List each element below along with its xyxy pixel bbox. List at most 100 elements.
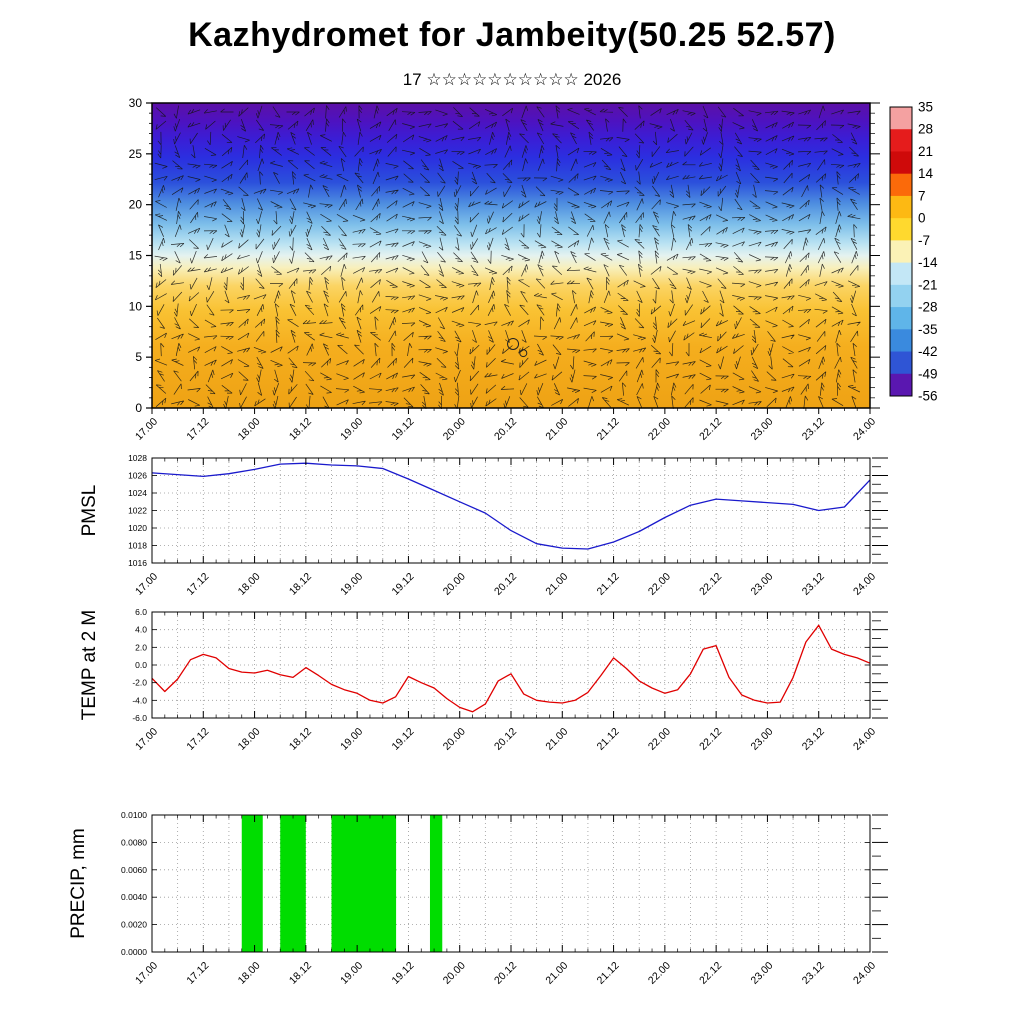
- time-tick-label: 23.12: [800, 571, 827, 598]
- time-tick-label: 22.00: [646, 960, 673, 987]
- y-tick-label: 1024: [128, 488, 147, 498]
- time-tick-label: 22.00: [646, 726, 673, 753]
- temp-line: [151, 624, 871, 713]
- y-tick-label: 1016: [128, 558, 147, 568]
- time-tick-label: 21.00: [543, 960, 570, 987]
- time-tick-label: 19.12: [389, 726, 416, 753]
- time-tick-label: 23.00: [748, 571, 775, 598]
- time-tick-label: 23.12: [800, 726, 827, 753]
- y-tick-label: 0.0020: [121, 920, 147, 930]
- y-tick-label: 0.0080: [121, 837, 147, 847]
- colorbar-segment: [890, 195, 912, 219]
- time-tick-label: 18.12: [287, 726, 314, 753]
- time-tick-label: 21.12: [595, 571, 622, 598]
- colorbar-segment: [890, 240, 912, 264]
- colorbar-tick-label: 0: [918, 211, 926, 226]
- time-tick-label: 19.00: [338, 416, 365, 443]
- colorbar: 35 28 21 14 7 0 -7 -14 -21 -28 -35 -42 -49 -56: [889, 100, 938, 404]
- height-tick-label: 5: [135, 350, 142, 364]
- height-tick-label: 10: [129, 299, 143, 313]
- colorbar-segment: [890, 151, 912, 175]
- colorbar-tick-label: 14: [918, 166, 934, 181]
- precip-bar: [429, 815, 443, 952]
- height-tick-label: 15: [129, 249, 143, 263]
- y-axis-title: PRECIP, mm: [68, 828, 89, 939]
- time-tick-label: 22.12: [697, 726, 724, 753]
- y-tick-label: -6.0: [132, 713, 147, 723]
- y-tick-label: 1028: [128, 453, 147, 463]
- y-tick-label: 0.0000: [121, 947, 147, 957]
- time-tick-label: 21.12: [595, 726, 622, 753]
- colorbar-segment: [890, 307, 912, 330]
- y-tick-label: 4.0: [135, 625, 147, 635]
- time-tick-label: 20.12: [492, 571, 519, 598]
- y-tick-label: 0.0040: [121, 892, 147, 902]
- time-tick-label: 17.00: [133, 960, 160, 987]
- y-tick-label: 0.0100: [121, 810, 147, 820]
- time-tick-label: 20.00: [441, 960, 468, 987]
- time-tick-label: 19.00: [338, 960, 365, 987]
- colorbar-tick-label: -28: [918, 300, 938, 315]
- time-tick-label: 17.00: [133, 571, 160, 598]
- time-tick-label: 17.12: [184, 726, 211, 753]
- colorbar-tick-label: -14: [918, 255, 938, 270]
- time-tick-label: 18.00: [236, 726, 263, 753]
- time-tick-label: 17.12: [184, 571, 211, 598]
- time-tick-label: 24.00: [851, 571, 878, 598]
- time-tick-label: 17.00: [133, 726, 160, 753]
- time-tick-label: 20.00: [441, 416, 468, 443]
- time-tick-label: 24.00: [851, 726, 878, 753]
- height-tick-label: 30: [129, 96, 143, 110]
- colorbar-segment: [890, 284, 912, 308]
- circulation-marker: [519, 349, 528, 358]
- y-tick-label: 0.0: [135, 660, 147, 670]
- pmsl-line: [151, 462, 871, 550]
- time-tick-label: 22.00: [646, 416, 673, 443]
- time-tick-label: 18.12: [287, 571, 314, 598]
- time-tick-label: 22.00: [646, 571, 673, 598]
- colorbar-segment: [890, 373, 912, 397]
- time-tick-label: 24.00: [851, 416, 878, 443]
- colorbar-segment: [890, 218, 912, 241]
- time-tick-label: 23.00: [748, 726, 775, 753]
- time-tick-label: 19.12: [389, 960, 416, 987]
- time-tick-label: 17.12: [184, 416, 211, 443]
- y-tick-label: 1018: [128, 541, 147, 551]
- time-tick-label: 24.00: [851, 960, 878, 987]
- time-tick-label: 20.12: [492, 416, 519, 443]
- temp-panel: -6.0 -4.0 -2.0 0.0 2.0 4.0 6.0 TEMP at 2 M 17.00…: [79, 607, 888, 753]
- time-tick-label: 20.12: [492, 726, 519, 753]
- colorbar-segment: [890, 107, 912, 130]
- page-title: Kazhydromet for Jambeity(50.25 52.57): [188, 16, 836, 54]
- temperature-field: [152, 103, 870, 408]
- colorbar-segment: [890, 129, 912, 152]
- precip-bar: [280, 815, 306, 952]
- height-tick-label: 20: [129, 198, 143, 212]
- time-tick-label: 22.12: [697, 960, 724, 987]
- time-tick-label: 19.12: [389, 571, 416, 598]
- y-tick-label: -4.0: [132, 695, 147, 705]
- time-tick-label: 21.12: [595, 960, 622, 987]
- colorbar-tick-label: -35: [918, 322, 938, 337]
- time-tick-label: 21.00: [543, 726, 570, 753]
- colorbar-segment: [890, 329, 912, 353]
- height-tick-label: 0: [135, 401, 142, 415]
- cross-section-panel: 0 5 10 15 20 25 30 17.00 17.12 18.00 18.12 19.00 19.…: [129, 96, 880, 443]
- time-tick-label: 19.12: [389, 416, 416, 443]
- time-tick-label: 20.00: [441, 726, 468, 753]
- colorbar-segment: [890, 173, 912, 197]
- time-tick-label: 18.00: [236, 571, 263, 598]
- time-tick-label: 23.00: [748, 960, 775, 987]
- y-tick-label: 1026: [128, 471, 147, 481]
- colorbar-tick-label: -49: [918, 366, 938, 381]
- circulation-marker: [507, 337, 520, 350]
- y-tick-label: 1020: [128, 523, 147, 533]
- y-axis-title: TEMP at 2 M: [79, 610, 100, 721]
- time-tick-label: 22.12: [697, 416, 724, 443]
- precip-bar: [331, 815, 397, 952]
- time-tick-label: 18.12: [287, 960, 314, 987]
- colorbar-tick-label: -42: [918, 344, 938, 359]
- y-axis-title: PMSL: [79, 485, 100, 537]
